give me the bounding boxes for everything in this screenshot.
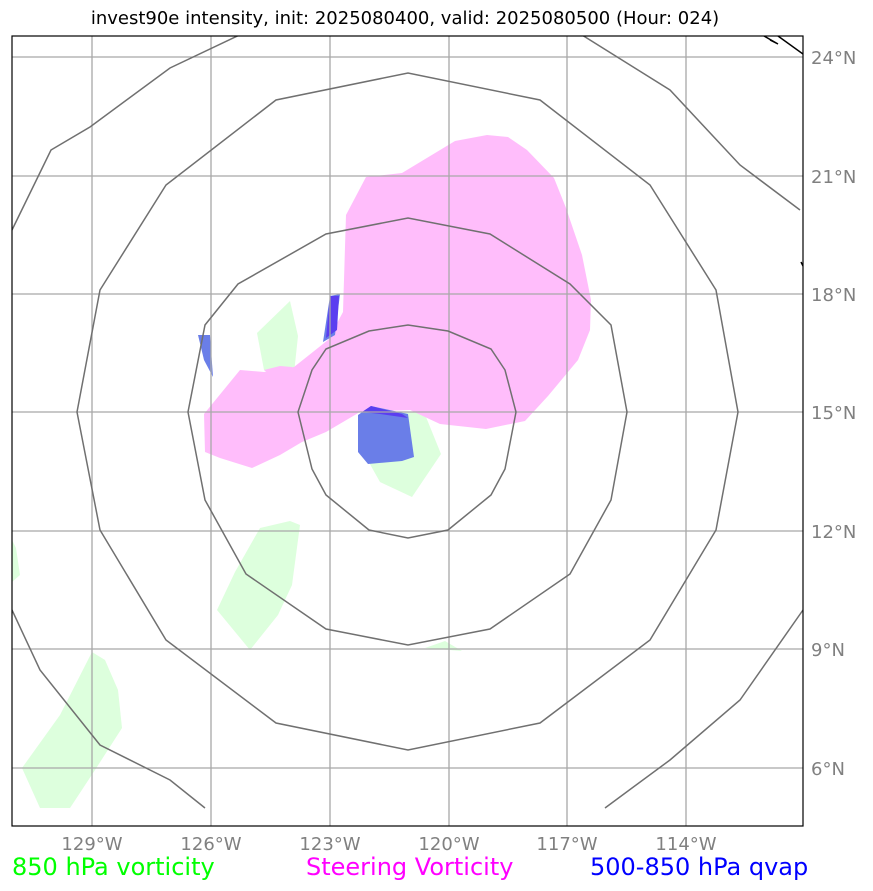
steering-vorticity-area xyxy=(264,366,294,392)
qvap-area xyxy=(358,406,414,464)
legend-steering-vorticity: Steering Vorticity xyxy=(306,853,514,881)
longitude-label: 114°W xyxy=(655,834,716,855)
latitude-label: 21°N xyxy=(811,167,856,188)
longitude-label: 129°W xyxy=(61,834,122,855)
map-title: invest90e intensity, init: 2025080400, v… xyxy=(90,8,720,29)
latitude-label: 18°N xyxy=(811,285,856,306)
coastline-segment xyxy=(763,36,779,45)
legend-850-vorticity: 850 hPa vorticity xyxy=(12,853,215,881)
longitude-labels: 129°W 126°W 123°W 120°W 117°W 114°W xyxy=(61,834,716,855)
steering-vorticity-area xyxy=(204,135,591,468)
latitude-label: 9°N xyxy=(811,640,845,661)
range-ring xyxy=(582,36,801,211)
longitude-label: 117°W xyxy=(536,834,597,855)
coastline-segment xyxy=(777,36,803,55)
vorticity-850-area xyxy=(12,540,20,582)
longitude-label: 123°W xyxy=(299,834,360,855)
range-ring xyxy=(604,609,803,809)
vorticity-850-shading xyxy=(12,301,462,808)
range-ring xyxy=(187,217,628,646)
gridlines xyxy=(12,36,803,826)
latitude-label: 12°N xyxy=(811,522,856,543)
coastline xyxy=(763,36,803,267)
longitude-label: 126°W xyxy=(180,834,241,855)
range-ring xyxy=(297,324,517,539)
range-rings xyxy=(12,36,803,809)
qvap-area xyxy=(326,296,339,338)
range-ring xyxy=(12,609,206,809)
map-frame xyxy=(11,35,804,827)
legend-qvap: 500-850 hPa qvap xyxy=(590,853,809,881)
latitude-label: 15°N xyxy=(811,403,856,424)
latitude-labels: 24°N 21°N 18°N 15°N 12°N 9°N 6°N xyxy=(811,48,856,780)
vorticity-850-area xyxy=(22,652,122,808)
latitude-label: 6°N xyxy=(811,759,845,780)
steering-vorticity-shading xyxy=(204,135,591,468)
latitude-label: 24°N xyxy=(811,48,856,69)
longitude-label: 120°W xyxy=(418,834,479,855)
vorticity-850-area xyxy=(217,521,300,650)
range-ring xyxy=(76,72,739,751)
range-ring xyxy=(12,36,240,231)
